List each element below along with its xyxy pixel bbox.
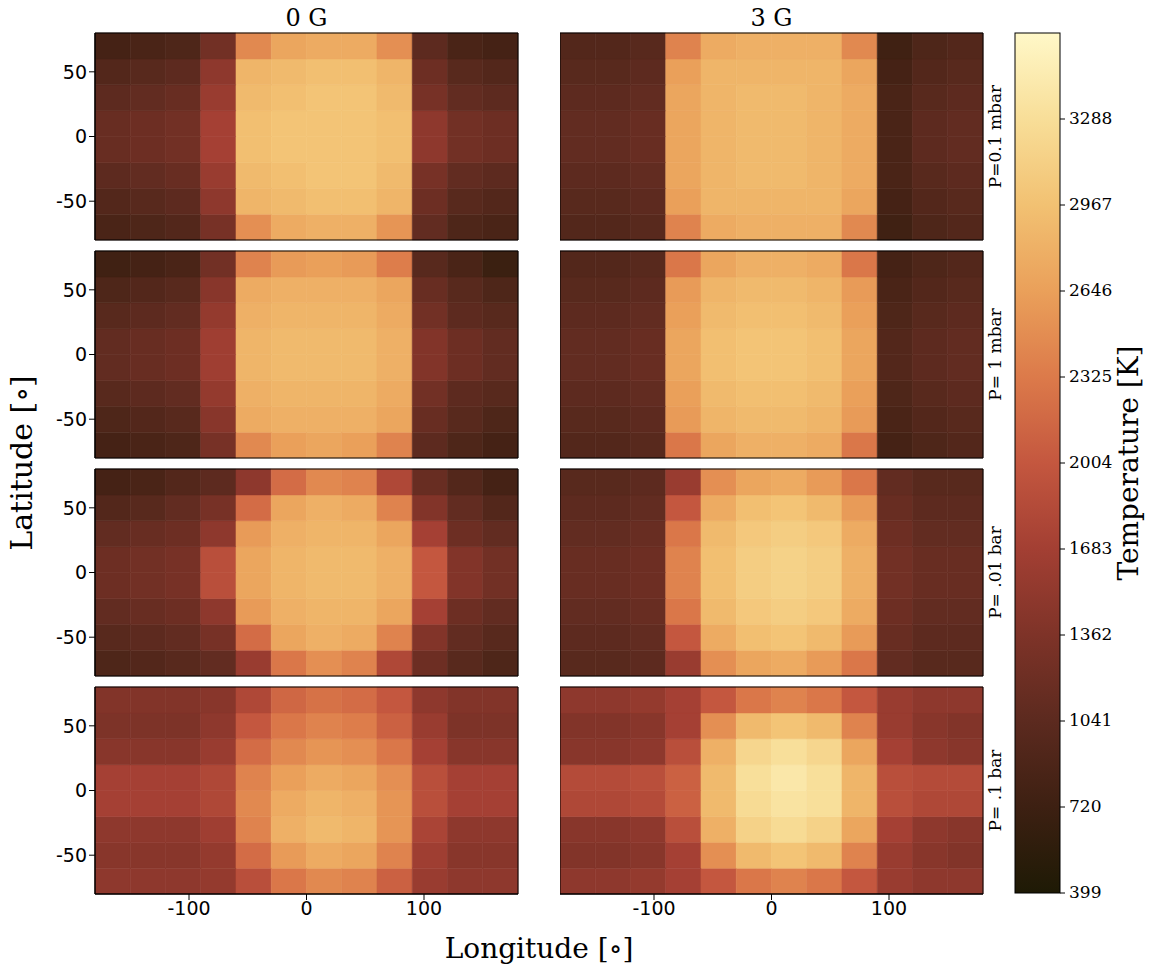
svg-text:399: 399: [1069, 882, 1101, 902]
svg-text:P= 1 mbar: P= 1 mbar: [985, 307, 1005, 400]
svg-text:1041: 1041: [1069, 710, 1112, 730]
svg-text:50: 50: [63, 61, 87, 83]
svg-text:100: 100: [871, 897, 907, 919]
svg-text:50: 50: [63, 497, 87, 519]
svg-text:3288: 3288: [1069, 108, 1112, 128]
svg-text:Longitude [∘]: Longitude [∘]: [445, 932, 634, 965]
svg-text:P= .1 bar: P= .1 bar: [985, 749, 1005, 832]
svg-text:-50: -50: [56, 844, 87, 866]
svg-text:-50: -50: [56, 408, 87, 430]
svg-text:2325: 2325: [1069, 366, 1112, 386]
svg-text:1362: 1362: [1069, 624, 1112, 644]
svg-text:1683: 1683: [1069, 538, 1112, 558]
svg-text:P=0.1 mbar: P=0.1 mbar: [985, 84, 1005, 188]
svg-text:0: 0: [75, 125, 87, 147]
svg-text:2967: 2967: [1069, 194, 1112, 214]
svg-text:0: 0: [300, 897, 312, 919]
svg-text:Temperature [K]: Temperature [K]: [1112, 345, 1145, 580]
svg-text:0: 0: [75, 343, 87, 365]
svg-text:-50: -50: [56, 190, 87, 212]
svg-text:100: 100: [406, 897, 442, 919]
svg-text:0 G: 0 G: [285, 4, 327, 32]
svg-text:3 G: 3 G: [750, 4, 792, 32]
svg-text:P= .01 bar: P= .01 bar: [985, 525, 1005, 619]
svg-text:0: 0: [75, 561, 87, 583]
svg-text:0: 0: [75, 779, 87, 801]
svg-text:0: 0: [765, 897, 777, 919]
svg-text:2004: 2004: [1069, 452, 1112, 472]
svg-text:-100: -100: [167, 897, 210, 919]
svg-text:50: 50: [63, 279, 87, 301]
svg-text:-50: -50: [56, 626, 87, 648]
svg-text:-100: -100: [632, 897, 675, 919]
svg-text:Latitude [∘]: Latitude [∘]: [4, 375, 39, 550]
svg-text:50: 50: [63, 715, 87, 737]
svg-text:720: 720: [1069, 796, 1101, 816]
svg-text:2646: 2646: [1069, 280, 1112, 300]
